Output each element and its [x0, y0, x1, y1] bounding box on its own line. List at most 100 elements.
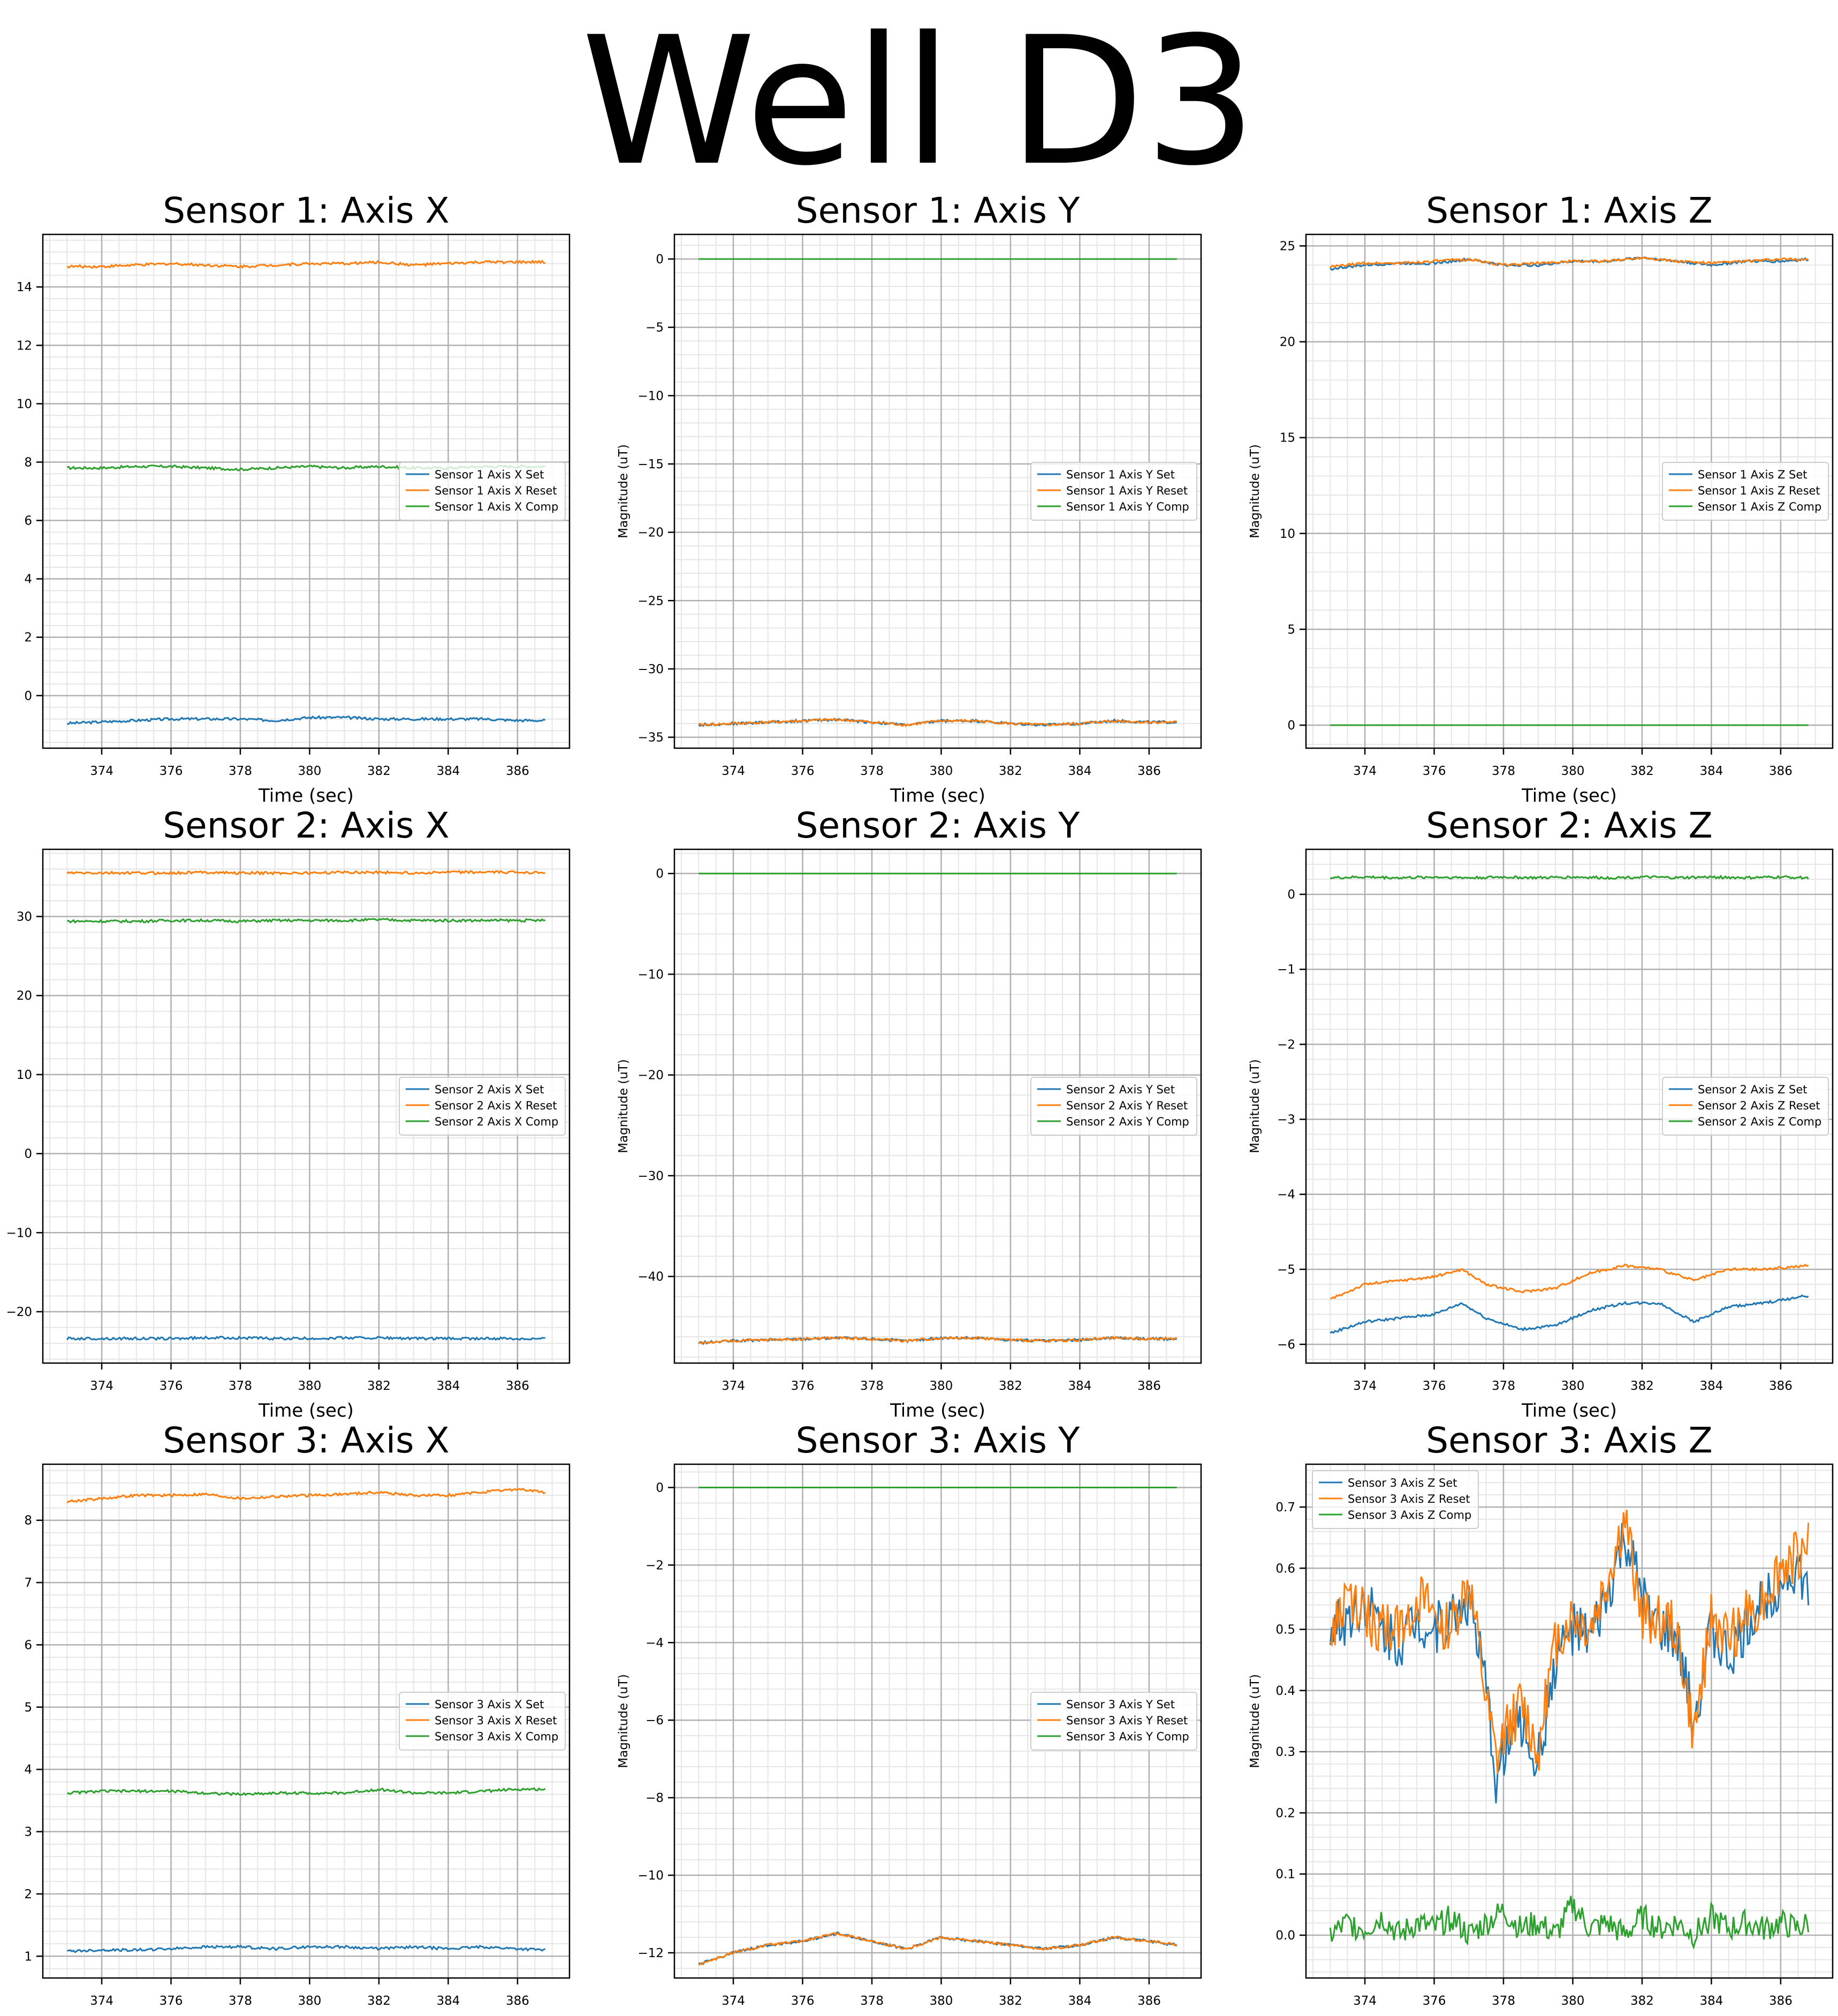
legend: Sensor 2 Axis X Set Sensor 2 Axis X Reset…	[399, 1077, 566, 1136]
y-axis-label: Magnitude (uT)	[617, 1059, 631, 1153]
y-axis-label: Magnitude (uT)	[1248, 1059, 1262, 1153]
x-tick-label: 376	[1423, 1994, 1446, 2008]
y-tick-label: 6	[24, 514, 32, 528]
y-tick-label: −8	[645, 1791, 664, 1805]
y-tick-label: −20	[6, 1305, 32, 1319]
x-tick-label: 382	[1630, 764, 1654, 778]
y-tick-label: 0.0	[1275, 1929, 1295, 1943]
legend-label: Sensor 2 Axis Z Set	[1698, 1083, 1807, 1096]
y-tick-label: −15	[637, 458, 664, 471]
subplot-title: Sensor 3: Axis X	[163, 1420, 450, 1461]
series-line	[698, 718, 1177, 727]
y-tick-label: −30	[637, 1169, 664, 1183]
y-tick-label: −10	[637, 1869, 664, 1883]
y-tick-label: 1	[24, 1950, 32, 1964]
y-tick-label: 4	[24, 1763, 32, 1777]
legend-label: Sensor 2 Axis Y Reset	[1066, 1099, 1188, 1112]
x-tick-label: 378	[1492, 764, 1515, 778]
legend-box	[399, 1692, 566, 1751]
x-tick-label: 374	[90, 764, 113, 778]
legend-box	[1662, 1077, 1829, 1136]
legend: Sensor 1 Axis Z Set Sensor 1 Axis Z Reset…	[1662, 462, 1829, 521]
series-line	[1330, 1264, 1809, 1299]
y-tick-label: 15	[1280, 431, 1295, 445]
legend: Sensor 1 Axis X Set Sensor 1 Axis X Reset…	[399, 462, 566, 521]
subplot-title: Sensor 1: Axis Y	[796, 190, 1080, 231]
y-tick-label: 25	[1280, 239, 1295, 253]
axes-frame	[1305, 848, 1834, 1364]
y-tick-label: 10	[1280, 527, 1295, 541]
legend: Sensor 3 Axis Z Set Sensor 3 Axis Z Reset…	[1312, 1470, 1479, 1529]
legend-label: Sensor 2 Axis Z Comp	[1698, 1115, 1821, 1128]
x-tick-label: 380	[1561, 764, 1585, 778]
subplot-title: Sensor 2: Axis X	[163, 805, 450, 846]
y-tick-label: 6	[24, 1638, 32, 1652]
legend-box	[1312, 1470, 1479, 1529]
x-tick-label: 384	[436, 764, 460, 778]
y-axis-label: Magnitude (uT)	[1248, 444, 1262, 538]
y-tick-label: 0.1	[1275, 1868, 1295, 1882]
y-tick-label: 0	[24, 689, 32, 703]
subplot-title: Sensor 1: Axis X	[163, 190, 450, 231]
y-tick-label: −6	[1277, 1338, 1295, 1352]
y-tick-label: −5	[645, 321, 664, 335]
y-tick-label: 0	[656, 253, 664, 267]
x-tick-label: 378	[229, 1379, 252, 1393]
legend-label: Sensor 1 Axis X Reset	[435, 484, 557, 497]
x-tick-label: 384	[436, 1379, 460, 1393]
y-tick-label: 0.3	[1275, 1745, 1295, 1759]
x-tick-label: 386	[1137, 764, 1161, 778]
y-tick-label: 0.6	[1275, 1562, 1295, 1576]
subplot-title: Sensor 3: Axis Z	[1426, 1420, 1713, 1461]
legend-label: Sensor 1 Axis Y Reset	[1066, 484, 1188, 497]
x-tick-label: 378	[1492, 1994, 1515, 2008]
x-axis-label: Time (sec)	[258, 2015, 354, 2016]
legend: Sensor 2 Axis Z Set Sensor 2 Axis Z Reset…	[1662, 1077, 1829, 1136]
series-line	[66, 870, 545, 876]
y-tick-label: −20	[637, 526, 664, 540]
legend-label: Sensor 2 Axis X Reset	[435, 1099, 557, 1112]
legend-label: Sensor 2 Axis X Comp	[435, 1115, 558, 1128]
x-tick-label: 376	[160, 1994, 183, 2008]
legend-box	[1030, 1692, 1197, 1751]
legend: Sensor 3 Axis Y Set Sensor 3 Axis Y Reset…	[1030, 1692, 1197, 1751]
x-tick-label: 384	[1699, 1994, 1723, 2008]
series-line	[67, 1787, 546, 1797]
y-tick-label: 20	[17, 989, 32, 1003]
legend-label: Sensor 1 Axis X Set	[435, 468, 544, 481]
x-axis-label: Time (sec)	[258, 1400, 354, 1421]
y-tick-label: 12	[17, 339, 32, 353]
y-axis-label: Magnitude (uT)	[617, 1674, 631, 1768]
x-tick-label: 380	[298, 1379, 322, 1393]
subplot-title: Sensor 1: Axis Z	[1426, 190, 1713, 231]
x-tick-label: 380	[1561, 1994, 1585, 2008]
x-tick-label: 386	[1769, 1379, 1793, 1393]
legend-label: Sensor 1 Axis Y Set	[1066, 468, 1175, 481]
x-tick-label: 386	[506, 764, 529, 778]
y-tick-label: 0	[1287, 888, 1295, 902]
legend-box	[1030, 462, 1197, 521]
x-tick-label: 386	[1769, 1994, 1793, 2008]
x-tick-label: 374	[721, 764, 745, 778]
y-tick-label: −20	[637, 1069, 664, 1083]
figure-title: Well D3	[581, 0, 1257, 204]
y-tick-label: −10	[637, 389, 664, 403]
legend-label: Sensor 3 Axis Z Comp	[1348, 1509, 1471, 1521]
series-line	[1330, 256, 1809, 271]
y-tick-label: 4	[24, 573, 32, 587]
subplot-3: 374 376 378 380 382 384 386 0 5 10 15 20 25 Sensor 1:…	[1248, 190, 1834, 807]
y-tick-label: 0	[656, 1481, 664, 1495]
y-tick-label: 5	[1287, 623, 1295, 637]
legend: Sensor 3 Axis X Set Sensor 3 Axis X Reset…	[399, 1692, 566, 1751]
x-tick-label: 384	[1068, 764, 1091, 778]
x-axis-label: Time (sec)	[890, 2015, 985, 2016]
legend-label: Sensor 3 Axis Z Reset	[1348, 1493, 1470, 1505]
legend: Sensor 2 Axis Y Set Sensor 2 Axis Y Reset…	[1030, 1077, 1197, 1136]
x-axis-label: Time (sec)	[1521, 2015, 1617, 2016]
y-tick-label: −5	[1277, 1263, 1295, 1277]
series-line	[67, 917, 545, 924]
y-tick-label: −30	[637, 663, 664, 676]
x-tick-label: 376	[1423, 764, 1446, 778]
y-tick-label: 8	[24, 455, 32, 469]
x-tick-label: 382	[1630, 1379, 1654, 1393]
